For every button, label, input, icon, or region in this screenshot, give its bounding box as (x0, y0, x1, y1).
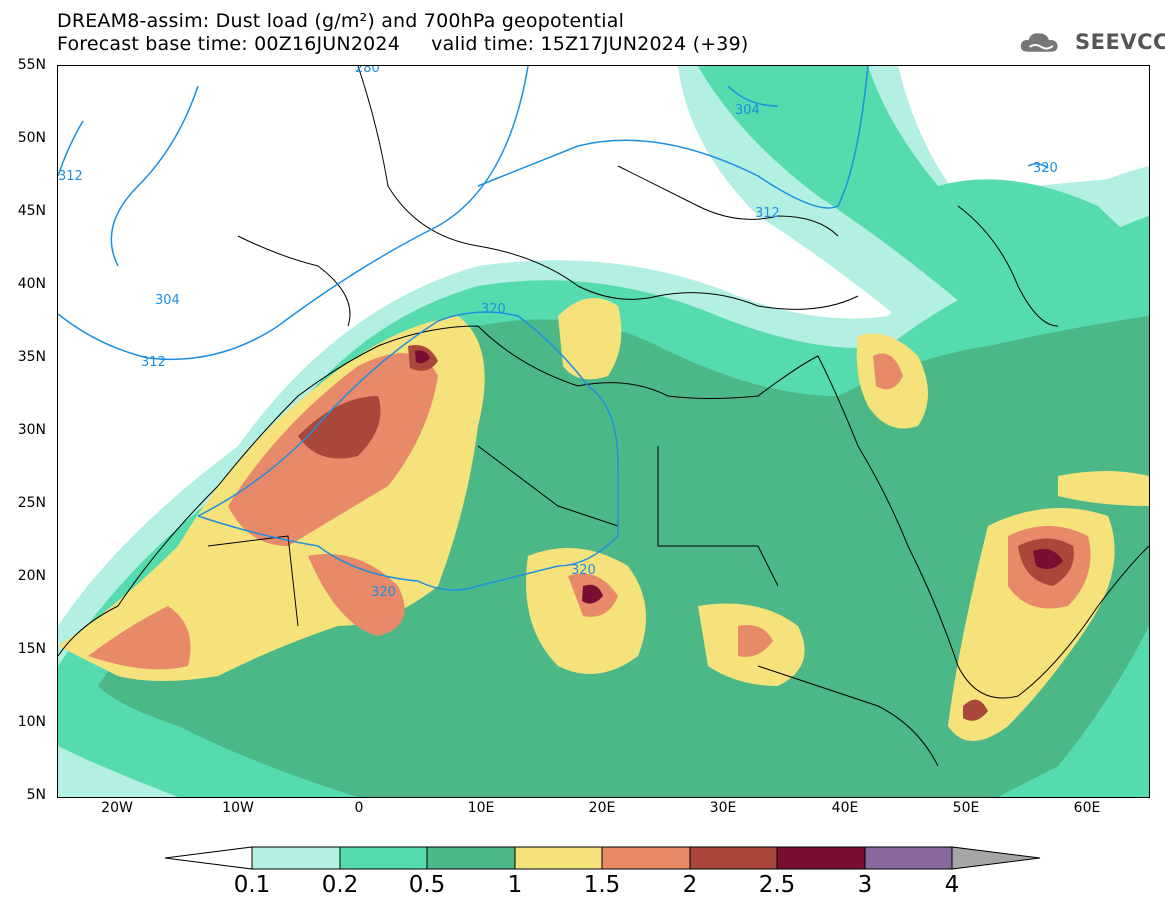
colorbar-tick-label: 1.5 (583, 872, 621, 898)
contour-label: 312 (58, 169, 83, 184)
lat-label: 55N (17, 57, 46, 73)
lon-label: 20W (101, 800, 133, 816)
lat-label: 15N (17, 641, 46, 657)
lat-label: 10N (17, 714, 46, 730)
coastlines (58, 66, 1149, 767)
contour-label: 312 (755, 206, 780, 221)
colorbar-tick-label: 2.5 (758, 872, 796, 898)
dust-map: 312 304 312 320 304 312 320 320 320 280 (57, 65, 1150, 798)
logo-text: SEEVCCC (1075, 30, 1165, 54)
dust-level-1.5-sudan (738, 625, 773, 657)
lon-label: 20E (588, 800, 616, 816)
geopotential-contours (58, 66, 1049, 591)
dust-level-2.5-chad (582, 584, 603, 604)
lat-label: 45N (17, 203, 46, 219)
dust-level-1-iran (1058, 471, 1149, 506)
colorbar-segment (864, 846, 953, 870)
dust-level-2.5-tunisia (415, 350, 430, 364)
colorbar-segment (426, 846, 516, 870)
dust-level-1.5-iraq (873, 353, 903, 390)
colorbar-segment (251, 846, 341, 870)
colorbar-tick-label: 4 (944, 872, 960, 898)
contour-label: 304 (155, 293, 180, 308)
colorbar-tick-label: 2 (682, 872, 698, 898)
colorbar-tick-label: 0.5 (408, 872, 446, 898)
cloud-icon (1020, 33, 1058, 52)
dust-level-1-med (558, 298, 622, 380)
colorbar-segment (601, 846, 691, 870)
lon-label: 40E (831, 800, 859, 816)
contour-label: 320 (571, 563, 596, 578)
lon-label: 10E (467, 800, 495, 816)
lat-label: 20N (17, 568, 46, 584)
dust-level-2-algeria (298, 396, 381, 459)
lon-label: 50E (952, 800, 980, 816)
contour-label: 304 (735, 103, 760, 118)
lon-label: 30E (709, 800, 737, 816)
lon-label: 60E (1073, 800, 1101, 816)
colorbar-tick-label: 0.2 (321, 872, 359, 898)
colorbar-high-arrow (951, 846, 1041, 870)
contour-label: 320 (1033, 161, 1058, 176)
lon-label: 0 (354, 800, 364, 816)
lat-label: 35N (17, 349, 46, 365)
colorbar-segment (514, 846, 603, 870)
lat-label: 50N (17, 130, 46, 146)
dust-level-1.5-senegal (88, 606, 191, 670)
map-canvas: 312 304 312 320 304 312 320 320 320 280 (58, 66, 1149, 797)
contour-labels: 312 304 312 320 304 312 320 320 320 280 (58, 66, 1058, 600)
lat-label: 25N (17, 495, 46, 511)
lat-label: 5N (26, 787, 46, 803)
colorbar-segment (776, 846, 866, 870)
forecast-time-line: Forecast base time: 00Z16JUN2024 valid t… (57, 33, 749, 55)
colorbar-segment (689, 846, 778, 870)
colorbar-segment (339, 846, 428, 870)
contour-label: 312 (141, 355, 166, 370)
lat-label: 30N (17, 422, 46, 438)
colorbar-tick-label: 0.1 (233, 872, 271, 898)
colorbar-tick-label: 3 (857, 872, 873, 898)
lon-label: 10W (222, 800, 254, 816)
lat-label: 40N (17, 276, 46, 292)
colorbar-low-arrow (164, 846, 253, 870)
dust-level-0.2-north (698, 66, 1149, 326)
dust-level-2.5-oman (1033, 548, 1063, 570)
contour-label: 320 (371, 585, 396, 600)
dust-level-2-ethiopia (963, 699, 988, 721)
map-title: DREAM8-assim: Dust load (g/m²) and 700hP… (57, 10, 625, 32)
colorbar-tick-label: 1 (507, 872, 523, 898)
contour-label: 320 (481, 302, 506, 317)
contour-label: 280 (355, 66, 380, 76)
